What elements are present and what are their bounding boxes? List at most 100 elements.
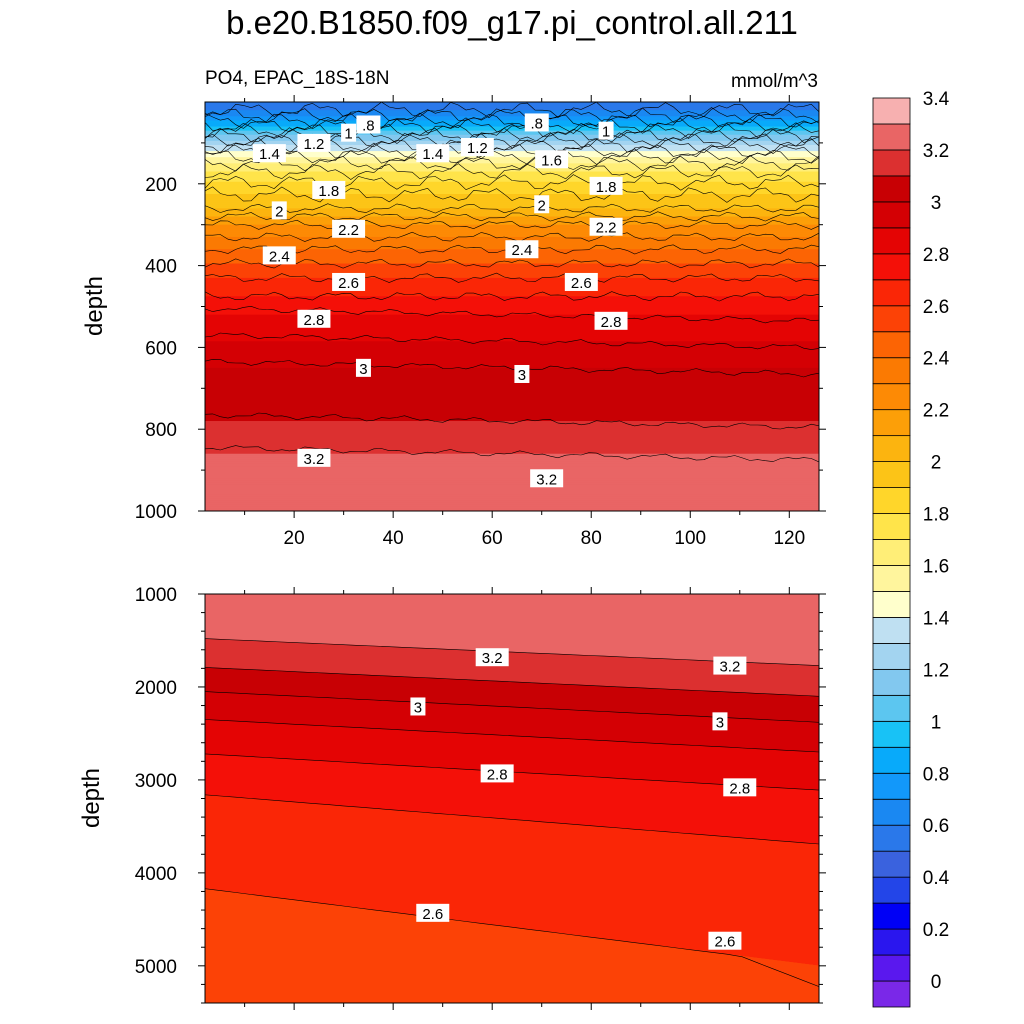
field-band xyxy=(205,504,819,508)
y-tick-label: 600 xyxy=(145,338,177,359)
field-band xyxy=(205,335,819,338)
contour-label-text: 3.2 xyxy=(304,451,325,468)
field-band xyxy=(205,171,819,175)
field-band xyxy=(205,189,819,193)
contour-label-text: 2.8 xyxy=(729,780,750,797)
field-band xyxy=(205,353,819,357)
field-band xyxy=(205,351,819,355)
field-band xyxy=(205,159,819,162)
field-band xyxy=(205,275,819,279)
contour-line xyxy=(205,219,819,230)
field-band xyxy=(205,138,819,142)
field-band xyxy=(205,355,819,359)
contour-label-text: 1.2 xyxy=(304,136,325,153)
field-band xyxy=(205,292,819,295)
colorbar-label: 1 xyxy=(931,712,942,733)
field-band xyxy=(205,165,819,169)
field-band xyxy=(205,114,819,117)
contour-label-text: 3 xyxy=(414,699,422,716)
colorbar-label: 0.2 xyxy=(923,920,949,941)
contour-label-text: 3.2 xyxy=(536,471,557,488)
field-band xyxy=(205,394,819,398)
contour-label-box xyxy=(535,150,569,169)
contour-label-box xyxy=(505,240,539,259)
contour-label-text: 2.8 xyxy=(601,314,622,331)
contour-label: 3.2 xyxy=(530,469,564,488)
y-tick-label: 1000 xyxy=(135,502,177,523)
field-band xyxy=(205,306,819,310)
field-band xyxy=(205,384,819,387)
contour-line xyxy=(205,332,819,350)
field-band xyxy=(205,116,819,119)
field-band xyxy=(205,331,819,334)
contour-line xyxy=(205,888,819,987)
colorbar-label: 1.6 xyxy=(923,556,949,577)
contour-label-box xyxy=(480,764,514,783)
field-band xyxy=(205,202,819,205)
contour-label-box xyxy=(460,137,494,156)
field-band xyxy=(205,304,819,308)
field-band xyxy=(205,206,819,209)
field-band xyxy=(205,191,819,195)
field-band xyxy=(205,210,819,214)
colorbar-label: 0 xyxy=(931,972,942,993)
colorbar-box xyxy=(872,565,911,592)
y-tick-label: 4000 xyxy=(135,864,177,885)
field-band xyxy=(205,341,819,344)
colorbar-box xyxy=(872,123,911,151)
contour-label-text: 2.6 xyxy=(571,275,592,292)
field-band xyxy=(205,271,819,275)
contour-label: 1.6 xyxy=(535,150,569,169)
field-band xyxy=(205,222,819,226)
y-tick-label: 1000 xyxy=(135,585,177,606)
x-tick-label: 60 xyxy=(482,528,503,549)
field-band xyxy=(205,302,819,306)
colorbar-box xyxy=(872,746,911,774)
field-band xyxy=(205,333,819,336)
field-band xyxy=(205,441,819,445)
contour-label-box xyxy=(332,219,366,238)
contour-label-text: 1.2 xyxy=(467,140,488,157)
contour-label: 3 xyxy=(355,358,371,378)
contour-label-box xyxy=(475,648,509,667)
contour-label-text: 2.6 xyxy=(422,906,443,923)
field-band xyxy=(205,453,819,457)
contour-label: 3 xyxy=(410,697,426,716)
field-band xyxy=(205,457,819,461)
contour-label: 3 xyxy=(514,364,530,384)
contour-label: 2.8 xyxy=(723,778,757,797)
colorbar-box xyxy=(872,305,911,333)
contour-label-box xyxy=(341,123,357,142)
field-band xyxy=(205,267,819,271)
contour-label-box xyxy=(297,448,331,467)
field-band xyxy=(205,506,819,510)
colorbar-label: 0.4 xyxy=(923,868,950,889)
field-band xyxy=(205,300,819,304)
field-band xyxy=(205,433,819,436)
y-tick-label: 2000 xyxy=(135,678,177,699)
field-band xyxy=(205,220,819,224)
field-band xyxy=(205,508,819,511)
contour-line xyxy=(205,291,819,302)
colorbar-label: 2.6 xyxy=(923,297,949,318)
field-band xyxy=(205,359,819,363)
colorbar-box xyxy=(872,175,911,203)
colorbar-label: 2.4 xyxy=(923,349,950,370)
contour-label: 2.8 xyxy=(297,309,331,329)
field-band xyxy=(205,216,819,220)
contour-label: 2.6 xyxy=(332,272,366,292)
variable-region-label: PO4, EPAC_18S-18N xyxy=(205,68,389,89)
field-band xyxy=(205,204,819,207)
field-band xyxy=(205,349,819,353)
contour-label-box xyxy=(252,144,286,163)
field-band xyxy=(205,149,819,152)
field-band xyxy=(205,490,819,494)
field-band xyxy=(205,408,819,412)
field-band xyxy=(205,284,819,287)
field-band xyxy=(205,177,819,181)
contour-label: 2.6 xyxy=(708,931,742,951)
field-band xyxy=(205,296,819,299)
contour-label-text: 1.8 xyxy=(596,179,617,196)
lower-field xyxy=(205,594,819,1003)
colorbar-box xyxy=(872,617,911,644)
